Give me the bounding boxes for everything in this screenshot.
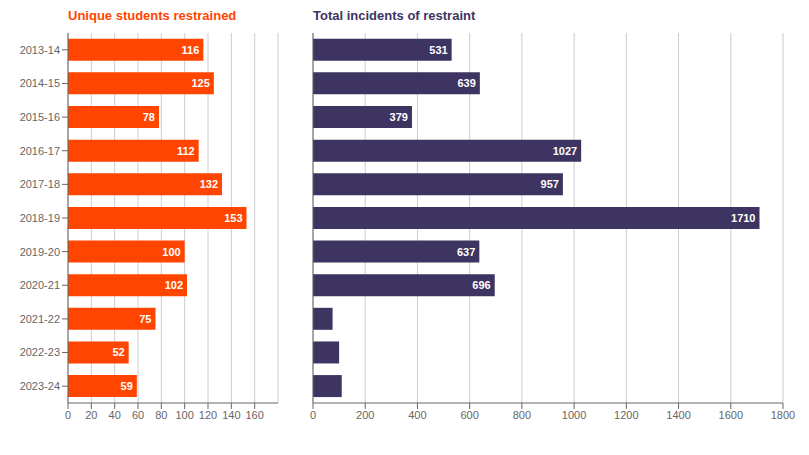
svg-text:1200: 1200 <box>614 409 638 421</box>
svg-text:2017-18: 2017-18 <box>20 178 60 190</box>
svg-text:2023-24: 2023-24 <box>20 380 60 392</box>
svg-text:2013-14: 2013-14 <box>20 44 60 56</box>
svg-text:153: 153 <box>224 212 242 224</box>
svg-text:20: 20 <box>85 409 97 421</box>
svg-text:1400: 1400 <box>666 409 690 421</box>
svg-text:125: 125 <box>191 77 209 89</box>
svg-text:957: 957 <box>541 178 559 190</box>
svg-text:78: 78 <box>143 111 155 123</box>
svg-text:2021-22: 2021-22 <box>20 313 60 325</box>
svg-text:52: 52 <box>112 346 124 358</box>
svg-text:2019-20: 2019-20 <box>20 246 60 258</box>
svg-text:2022-23: 2022-23 <box>20 346 60 358</box>
svg-text:75: 75 <box>139 313 151 325</box>
svg-text:2018-19: 2018-19 <box>20 212 60 224</box>
svg-text:1800: 1800 <box>771 409 795 421</box>
svg-text:200: 200 <box>356 409 374 421</box>
svg-text:60: 60 <box>132 409 144 421</box>
svg-text:100: 100 <box>162 246 180 258</box>
svg-text:40: 40 <box>109 409 121 421</box>
svg-text:120: 120 <box>199 409 217 421</box>
svg-text:600: 600 <box>460 409 478 421</box>
svg-text:1027: 1027 <box>553 145 577 157</box>
svg-text:100: 100 <box>175 409 193 421</box>
svg-text:2020-21: 2020-21 <box>20 279 60 291</box>
svg-text:140: 140 <box>222 409 240 421</box>
svg-text:112: 112 <box>177 145 195 157</box>
svg-text:160: 160 <box>245 409 263 421</box>
svg-text:696: 696 <box>472 279 490 291</box>
svg-text:102: 102 <box>165 279 183 291</box>
svg-text:0: 0 <box>310 409 316 421</box>
svg-text:1000: 1000 <box>562 409 586 421</box>
svg-text:2015-16: 2015-16 <box>20 111 60 123</box>
svg-text:637: 637 <box>457 246 475 258</box>
svg-text:639: 639 <box>457 77 475 89</box>
svg-text:800: 800 <box>513 409 531 421</box>
svg-text:379: 379 <box>390 111 408 123</box>
html-text:Unique students restrained: Unique students restrained <box>68 8 237 23</box>
svg-text:1710: 1710 <box>731 212 755 224</box>
svg-text:0: 0 <box>65 409 71 421</box>
svg-text:80: 80 <box>155 409 167 421</box>
svg-text:116: 116 <box>182 44 200 56</box>
svg-text:400: 400 <box>408 409 426 421</box>
svg-text:2016-17: 2016-17 <box>20 145 60 157</box>
svg-text:2014-15: 2014-15 <box>20 77 60 89</box>
html-text:Total incidents of restraint: Total incidents of restraint <box>313 8 476 23</box>
svg-text:59: 59 <box>121 380 133 392</box>
svg-text:1600: 1600 <box>719 409 743 421</box>
svg-text:531: 531 <box>429 44 447 56</box>
svg-text:132: 132 <box>200 178 218 190</box>
